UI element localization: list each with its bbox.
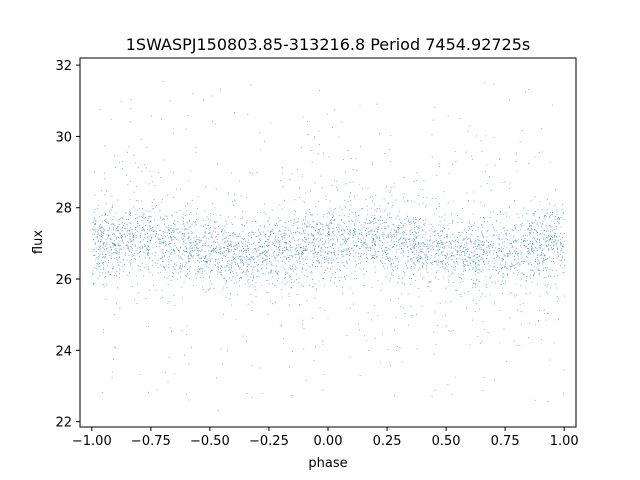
y-tick-label: 22 [55, 416, 72, 431]
x-tick-label: −0.25 [249, 434, 289, 449]
x-tick-label: 0.50 [432, 434, 461, 449]
x-tick-label: −0.50 [190, 434, 230, 449]
x-tick-label: 1.00 [550, 434, 579, 449]
flux-data-points [91, 80, 565, 411]
x-tick-label: 0.25 [373, 434, 402, 449]
y-tick-label: 24 [55, 344, 72, 359]
x-tick-label: 0.00 [314, 434, 343, 449]
x-tick-label: 0.75 [491, 434, 520, 449]
y-axis-label: flux [31, 230, 46, 254]
chart-title: 1SWASPJ150803.85-313216.8 Period 7454.92… [126, 35, 531, 54]
y-axis: 22 24 26 28 30 32 [55, 59, 80, 431]
y-tick-label: 28 [55, 202, 72, 217]
x-axis: −1.00 −0.75 −0.50 −0.25 0.00 0.25 0.50 0.75 1.00 [72, 427, 579, 449]
x-tick-label: −0.75 [131, 434, 171, 449]
y-tick-label: 32 [55, 59, 72, 74]
scatter-points [91, 80, 565, 411]
y-tick-label: 30 [55, 130, 72, 145]
y-tick-label: 26 [55, 273, 72, 288]
x-tick-label: −1.00 [72, 434, 112, 449]
x-axis-label: phase [308, 456, 347, 471]
